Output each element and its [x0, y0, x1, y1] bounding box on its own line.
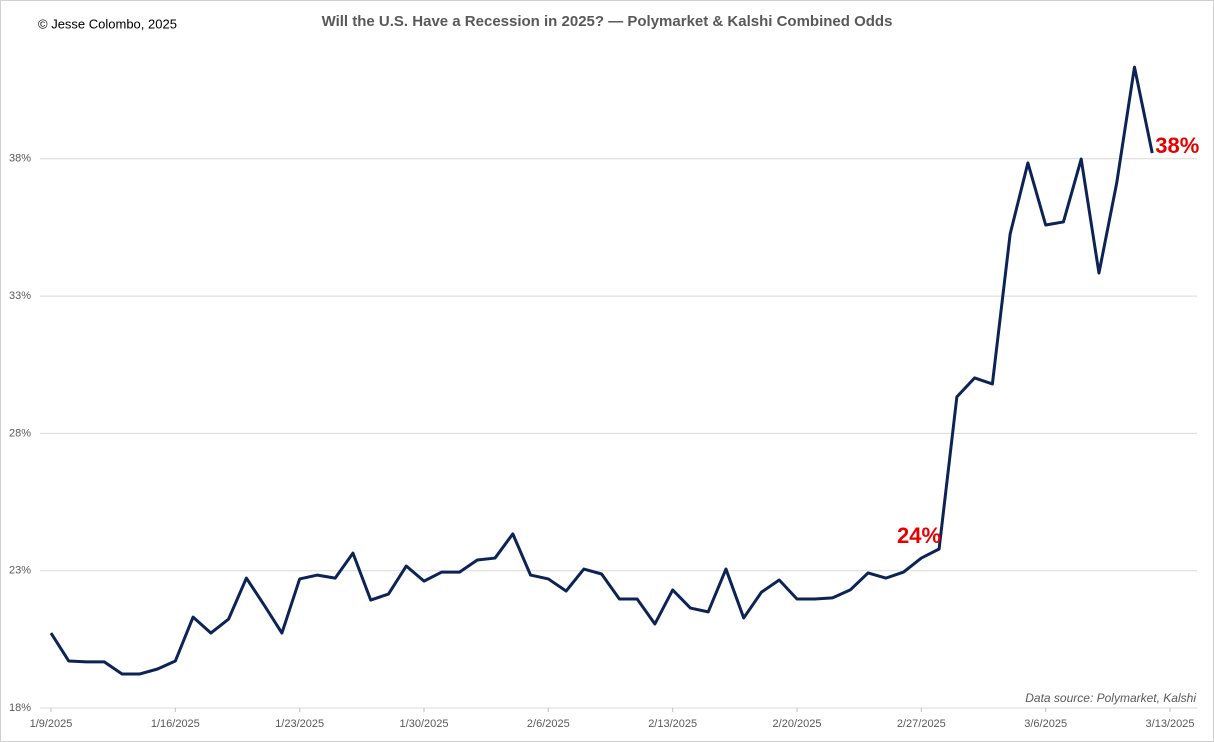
- source-note: Data source: Polymarket, Kalshi: [1025, 691, 1196, 705]
- y-tick-label: 23%: [9, 565, 31, 577]
- x-tick-label: 1/9/2025: [30, 718, 73, 730]
- credit: © Jesse Colombo, 2025: [38, 16, 177, 31]
- x-tick-label: 2/27/2025: [897, 718, 946, 730]
- chart-title: Will the U.S. Have a Recession in 2025? …: [322, 13, 893, 30]
- y-tick-label: 18%: [9, 702, 31, 714]
- x-tick-label: 2/13/2025: [648, 718, 697, 730]
- y-tick-label: 38%: [9, 153, 31, 165]
- value-label: 38%: [1155, 133, 1199, 158]
- data-line: [49, 65, 1154, 676]
- value-label: 24%: [897, 523, 941, 548]
- x-tick-label: 3/6/2025: [1024, 718, 1067, 730]
- x-tick-label: 2/20/2025: [773, 718, 822, 730]
- x-tick-label: 1/16/2025: [151, 718, 200, 730]
- x-tick-label: 3/13/2025: [1146, 718, 1195, 730]
- y-tick-label: 33%: [9, 290, 31, 302]
- y-tick-label: 28%: [9, 427, 31, 439]
- x-tick-label: 1/30/2025: [400, 718, 449, 730]
- x-tick-label: 1/23/2025: [275, 718, 324, 730]
- x-tick-label: 2/6/2025: [527, 718, 570, 730]
